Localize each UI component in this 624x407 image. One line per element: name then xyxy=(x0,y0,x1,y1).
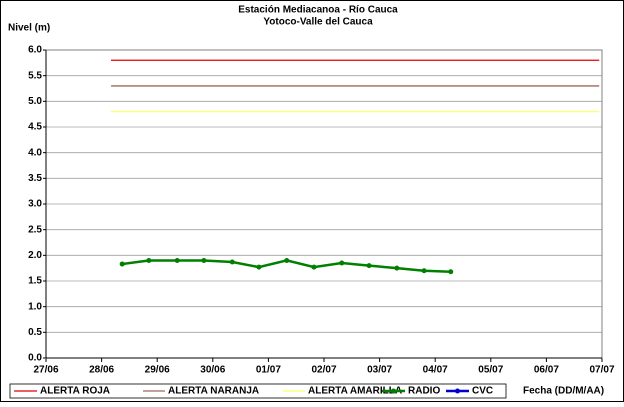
y-tick-label: 5.5 xyxy=(28,70,42,81)
data-point xyxy=(174,257,180,263)
legend-label: RADIO xyxy=(408,386,440,397)
y-axis-title: Nivel (m) xyxy=(8,23,50,34)
x-tick-label: 27/06 xyxy=(33,365,58,376)
data-point xyxy=(311,264,317,270)
data-point xyxy=(201,257,207,263)
legend-label: ALERTA ROJA xyxy=(40,386,110,397)
y-tick-label: 4.0 xyxy=(28,147,42,158)
legend-label: CVC xyxy=(472,386,493,397)
y-tick-label: 1.0 xyxy=(28,301,42,312)
x-tick-label: 04/07 xyxy=(423,365,448,376)
x-tick-label: 28/06 xyxy=(89,365,114,376)
legend-label: ALERTA NARANJA xyxy=(168,386,259,397)
chart-title: Estación Mediacanoa - Río Cauca xyxy=(238,5,398,16)
legend-marker xyxy=(455,388,460,394)
x-tick-label: 03/07 xyxy=(367,365,392,376)
x-tick-label: 02/07 xyxy=(311,365,336,376)
data-point xyxy=(119,261,125,267)
x-tick-label: 01/07 xyxy=(256,365,281,376)
x-tick-label: 07/07 xyxy=(589,365,614,376)
x-tick-label: 06/07 xyxy=(534,365,559,376)
y-tick-label: 2.5 xyxy=(28,224,42,235)
data-point xyxy=(146,257,152,263)
y-tick-label: 1.5 xyxy=(28,276,42,287)
data-point xyxy=(448,269,454,275)
y-tick-label: 3.0 xyxy=(28,199,42,210)
data-point xyxy=(256,264,262,270)
x-tick-label: 30/06 xyxy=(200,365,225,376)
data-point xyxy=(394,265,400,271)
y-tick-label: 0.0 xyxy=(28,353,42,364)
legend-label: ALERTA AMARILLA xyxy=(308,386,402,397)
legend-box xyxy=(9,383,507,399)
y-tick-label: 2.0 xyxy=(28,250,42,261)
y-tick-label: 0.5 xyxy=(28,327,42,338)
chart-subtitle: Yotoco-Valle del Cauca xyxy=(263,17,373,28)
legend-marker xyxy=(391,388,396,394)
x-tick-label: 29/06 xyxy=(145,365,170,376)
data-point xyxy=(229,259,235,265)
x-axis-title: Fecha (DD/M/AA) xyxy=(523,386,604,397)
data-point xyxy=(366,263,372,269)
data-point xyxy=(339,260,345,266)
x-tick-label: 05/07 xyxy=(478,365,503,376)
data-point xyxy=(284,257,290,263)
y-tick-label: 3.5 xyxy=(28,173,42,184)
data-point xyxy=(421,268,427,274)
y-tick-label: 5.0 xyxy=(28,96,42,107)
y-tick-label: 6.0 xyxy=(28,45,42,56)
y-tick-label: 4.5 xyxy=(28,122,42,133)
